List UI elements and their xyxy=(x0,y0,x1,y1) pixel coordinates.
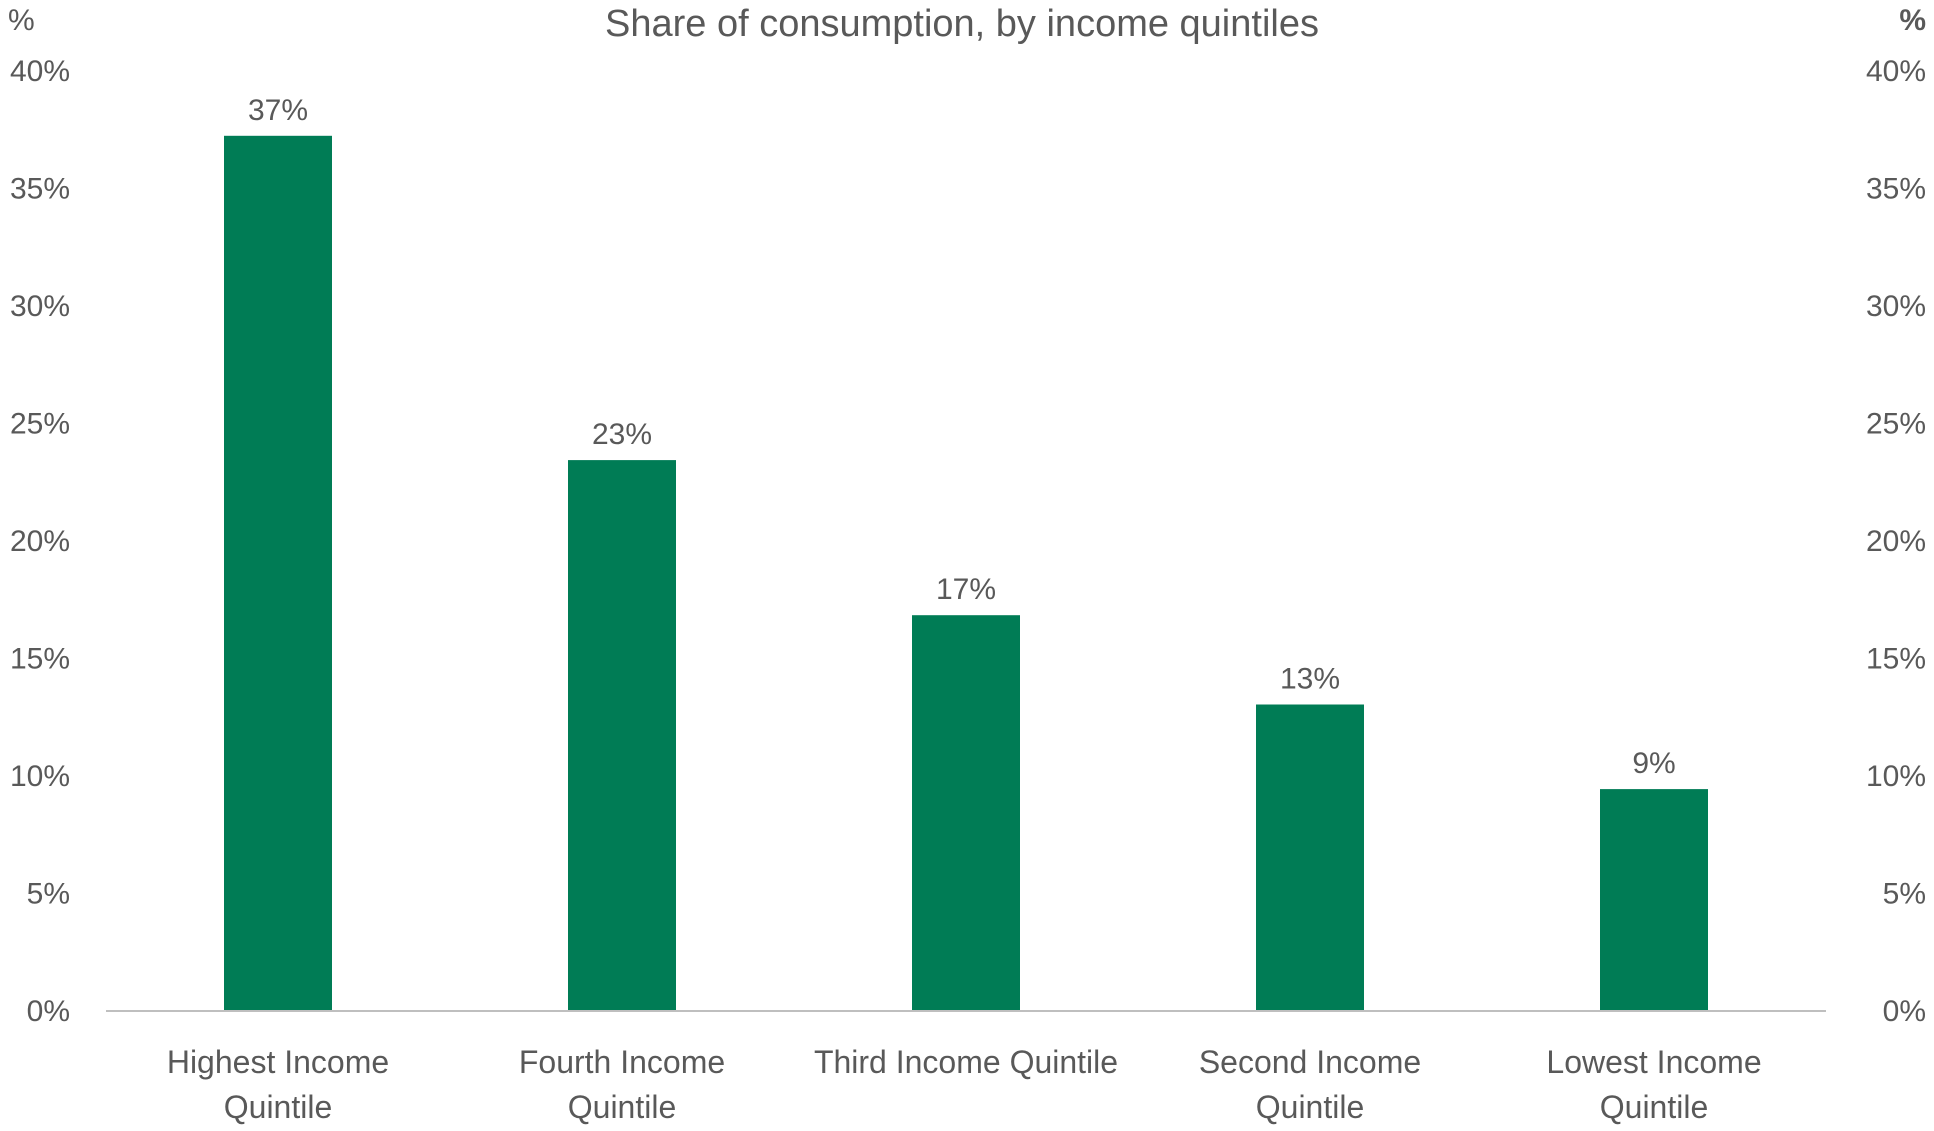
y-tick-label-left: 10% xyxy=(10,760,70,793)
data-labels: 37% 23% 17% 13% 9% xyxy=(248,94,1676,780)
x-tick-label: Highest Income Quintile xyxy=(167,1044,389,1125)
x-tick-label: Fourth Income Quintile xyxy=(519,1044,725,1125)
bar-data-label: 17% xyxy=(936,573,996,606)
y-tick-label-right: 25% xyxy=(1866,408,1926,441)
y-tick-label-left: 35% xyxy=(10,173,70,206)
bar-data-label: 13% xyxy=(1280,663,1340,696)
x-tick-label: Lowest Income Quintile xyxy=(1546,1044,1761,1125)
y-tick-label-left: 5% xyxy=(27,878,70,911)
y-axis-unit-left: % xyxy=(8,4,35,37)
bar-series xyxy=(224,135,1708,1011)
y-tick-label-left: 30% xyxy=(10,290,70,323)
y-tick-label-right: 10% xyxy=(1866,760,1926,793)
y-tick-label-right: 40% xyxy=(1866,55,1926,88)
y-axis-left: 0% 5% 10% 15% 20% 25% 30% 35% 40% xyxy=(10,55,70,1028)
bar xyxy=(1256,704,1364,1010)
y-tick-label-right: 30% xyxy=(1866,290,1926,323)
x-tick-label: Second Income Quintile xyxy=(1199,1044,1421,1125)
y-axis-unit-right: % xyxy=(1899,4,1926,37)
y-tick-label-left: 0% xyxy=(27,995,70,1028)
bar xyxy=(568,460,676,1011)
y-tick-label-right: 35% xyxy=(1866,173,1926,206)
bar xyxy=(1600,789,1708,1010)
bar-data-label: 23% xyxy=(592,418,652,451)
y-tick-label-right: 15% xyxy=(1866,643,1926,676)
x-tick-label: Third Income Quintile xyxy=(814,1044,1118,1080)
y-tick-label-right: 20% xyxy=(1866,525,1926,558)
y-tick-label-right: 5% xyxy=(1883,878,1926,911)
y-tick-label-right: 0% xyxy=(1883,995,1926,1028)
bar-data-label: 9% xyxy=(1632,747,1675,780)
y-tick-label-left: 40% xyxy=(10,55,70,88)
x-axis: Highest Income Quintile Fourth Income Quint… xyxy=(167,1044,1762,1125)
chart-title: Share of consumption, by income quintile… xyxy=(605,3,1319,45)
y-tick-label-left: 25% xyxy=(10,408,70,441)
y-tick-label-left: 20% xyxy=(10,525,70,558)
bar-data-label: 37% xyxy=(248,94,308,127)
bar xyxy=(224,135,332,1011)
y-tick-label-left: 15% xyxy=(10,643,70,676)
bar xyxy=(912,615,1020,1010)
y-axis-right: 0% 5% 10% 15% 20% 25% 30% 35% 40% xyxy=(1866,55,1926,1028)
